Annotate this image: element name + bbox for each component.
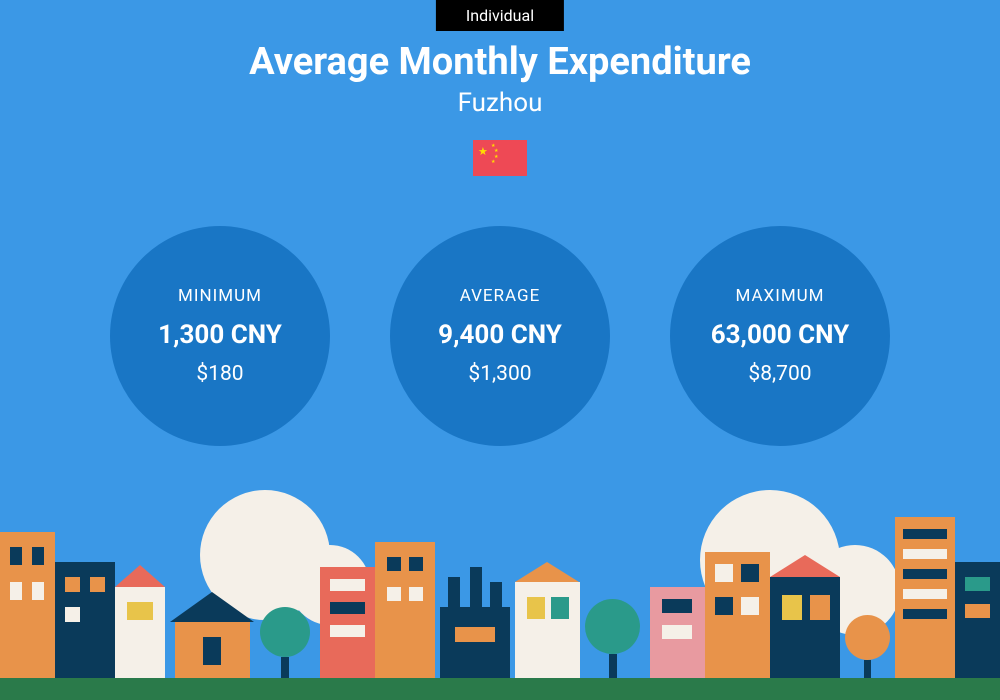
window-icon bbox=[662, 625, 692, 639]
stat-value: 1,300 CNY bbox=[158, 320, 282, 350]
door-icon bbox=[203, 637, 221, 665]
building-icon bbox=[895, 517, 955, 682]
building-icon bbox=[770, 577, 840, 682]
window-icon bbox=[90, 577, 105, 592]
stat-average: AVERAGE 9,400 CNY $1,300 bbox=[390, 226, 610, 446]
roof-icon bbox=[115, 565, 165, 587]
window-icon bbox=[715, 564, 733, 582]
window-icon bbox=[903, 549, 947, 559]
building-icon bbox=[115, 587, 165, 682]
building-icon bbox=[0, 532, 55, 682]
stats-row: MINIMUM 1,300 CNY $180 AVERAGE 9,400 CNY… bbox=[0, 226, 1000, 446]
stat-label: AVERAGE bbox=[460, 286, 541, 306]
window-icon bbox=[387, 557, 401, 571]
building-icon bbox=[515, 582, 580, 682]
chimney-icon bbox=[448, 577, 460, 607]
window-icon bbox=[715, 597, 733, 615]
stat-sub: $1,300 bbox=[468, 362, 531, 386]
tree-top-icon bbox=[845, 615, 890, 660]
window-icon bbox=[127, 602, 153, 620]
window-icon bbox=[551, 597, 569, 619]
tree-icon bbox=[260, 607, 310, 682]
stat-label: MAXIMUM bbox=[735, 286, 824, 306]
badge-label: Individual bbox=[466, 6, 534, 25]
window-icon bbox=[10, 547, 22, 565]
flag-container: ★ ★ ★ ★ ★ bbox=[0, 140, 1000, 176]
flag-star-icon: ★ bbox=[478, 145, 488, 158]
city-name: Fuzhou bbox=[0, 88, 1000, 118]
building-icon bbox=[650, 587, 705, 682]
window-icon bbox=[65, 577, 80, 592]
window-icon bbox=[330, 625, 365, 637]
roof-icon bbox=[770, 555, 840, 577]
window-icon bbox=[903, 609, 947, 619]
window-icon bbox=[527, 597, 545, 619]
tree-icon bbox=[585, 599, 640, 682]
factory-icon bbox=[440, 607, 510, 682]
stat-maximum: MAXIMUM 63,000 CNY $8,700 bbox=[670, 226, 890, 446]
window-icon bbox=[903, 529, 947, 539]
tree-icon bbox=[845, 615, 890, 682]
china-flag-icon: ★ ★ ★ ★ ★ bbox=[473, 140, 527, 176]
category-badge: Individual bbox=[436, 0, 564, 31]
chimney-icon bbox=[470, 567, 482, 607]
house-icon bbox=[175, 622, 250, 682]
window-icon bbox=[965, 604, 990, 618]
window-icon bbox=[741, 597, 759, 615]
building-icon bbox=[955, 562, 1000, 682]
building-icon bbox=[375, 542, 435, 682]
window-icon bbox=[409, 557, 423, 571]
stat-sub: $180 bbox=[196, 362, 243, 386]
window-icon bbox=[10, 582, 22, 600]
building-icon bbox=[705, 552, 770, 682]
page-title: Average Monthly Expenditure bbox=[0, 40, 1000, 84]
building-icon bbox=[320, 567, 375, 682]
window-icon bbox=[965, 577, 990, 591]
stat-value: 9,400 CNY bbox=[438, 320, 562, 350]
window-icon bbox=[32, 547, 44, 565]
window-icon bbox=[330, 579, 365, 591]
tree-top-icon bbox=[260, 607, 310, 657]
roof-icon bbox=[515, 562, 579, 582]
window-icon bbox=[387, 587, 401, 601]
window-icon bbox=[741, 564, 759, 582]
stat-label: MINIMUM bbox=[178, 286, 262, 306]
stat-minimum: MINIMUM 1,300 CNY $180 bbox=[110, 226, 330, 446]
stat-value: 63,000 CNY bbox=[711, 320, 850, 350]
cityscape-illustration bbox=[0, 470, 1000, 700]
window-icon bbox=[810, 595, 830, 620]
stat-sub: $8,700 bbox=[748, 362, 811, 386]
window-icon bbox=[903, 569, 947, 579]
window-icon bbox=[65, 607, 80, 622]
window-icon bbox=[455, 627, 495, 642]
window-icon bbox=[782, 595, 802, 620]
window-icon bbox=[330, 602, 365, 614]
building-icon bbox=[55, 562, 115, 682]
tree-top-icon bbox=[585, 599, 640, 654]
window-icon bbox=[903, 589, 947, 599]
window-icon bbox=[409, 587, 423, 601]
ground bbox=[0, 678, 1000, 700]
roof-icon bbox=[170, 592, 254, 622]
window-icon bbox=[32, 582, 44, 600]
window-icon bbox=[662, 599, 692, 613]
chimney-icon bbox=[490, 582, 502, 607]
flag-star-icon: ★ bbox=[491, 159, 495, 165]
